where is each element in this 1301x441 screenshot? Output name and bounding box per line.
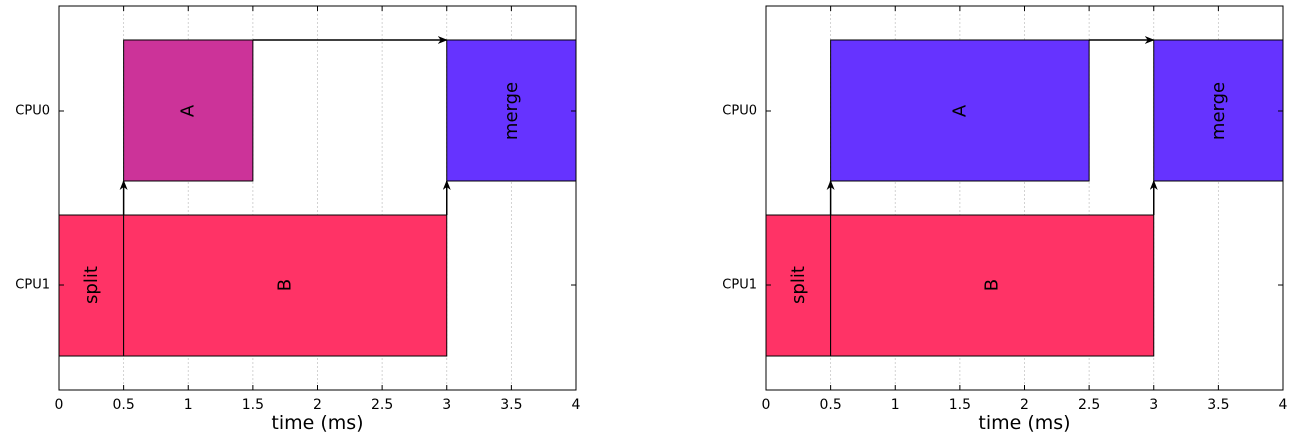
task-label: B xyxy=(982,279,1003,291)
cpu-label: CPU1 xyxy=(15,278,50,293)
x-tick-label: 0.5 xyxy=(112,397,134,413)
x-tick-label: 0 xyxy=(55,397,64,413)
x-tick-label: 3.5 xyxy=(1207,397,1229,413)
x-tick-label: 3 xyxy=(1149,397,1158,413)
schedule-panel-2: split B A merge 0 0.5 1 1.5 2 2.5 3 3.5 4 CPU0 CPU1 tim… xyxy=(722,5,1288,434)
task-bar-merge xyxy=(1153,39,1284,182)
x-tick-label: 1 xyxy=(184,397,193,413)
task-label: A xyxy=(949,104,970,117)
x-tick-label: 1.5 xyxy=(949,397,971,413)
task-bar-b xyxy=(830,214,1155,357)
cpu-label: CPU0 xyxy=(722,103,757,118)
task-label: split xyxy=(81,266,102,304)
task-bar-a xyxy=(830,39,1090,182)
task-label: merge xyxy=(501,82,522,140)
task-bar-a xyxy=(123,39,254,182)
x-axis-title: time (ms) xyxy=(978,412,1070,434)
x-tick-label: 0.5 xyxy=(819,397,841,413)
task-label: A xyxy=(178,104,199,117)
x-tick-label: 2.5 xyxy=(1078,397,1100,413)
task-label: B xyxy=(275,279,296,291)
cpu-label: CPU1 xyxy=(722,278,757,293)
x-tick-label: 1.5 xyxy=(242,397,264,413)
task-label: split xyxy=(788,266,809,304)
x-tick-label: 1 xyxy=(891,397,900,413)
x-tick-label: 2.5 xyxy=(371,397,393,413)
schedule-panel-1: split B A merge 0 0.5 1 1.5 2 2.5 3 3.5 4 CPU0 CPU1 tim… xyxy=(15,5,581,434)
task-bar-split xyxy=(765,214,832,357)
x-tick-label: 3.5 xyxy=(500,397,522,413)
task-label: merge xyxy=(1208,82,1229,140)
task-bar-b xyxy=(123,214,448,357)
cpu-label: CPU0 xyxy=(15,103,50,118)
x-axis-title: time (ms) xyxy=(271,412,363,434)
x-tick-label: 2 xyxy=(1020,397,1029,413)
x-tick-label: 3 xyxy=(442,397,451,413)
task-bar-merge xyxy=(446,39,577,182)
x-tick-label: 4 xyxy=(572,397,581,413)
x-tick-label: 4 xyxy=(1279,397,1288,413)
x-tick-label: 0 xyxy=(762,397,771,413)
x-tick-label: 2 xyxy=(313,397,322,413)
